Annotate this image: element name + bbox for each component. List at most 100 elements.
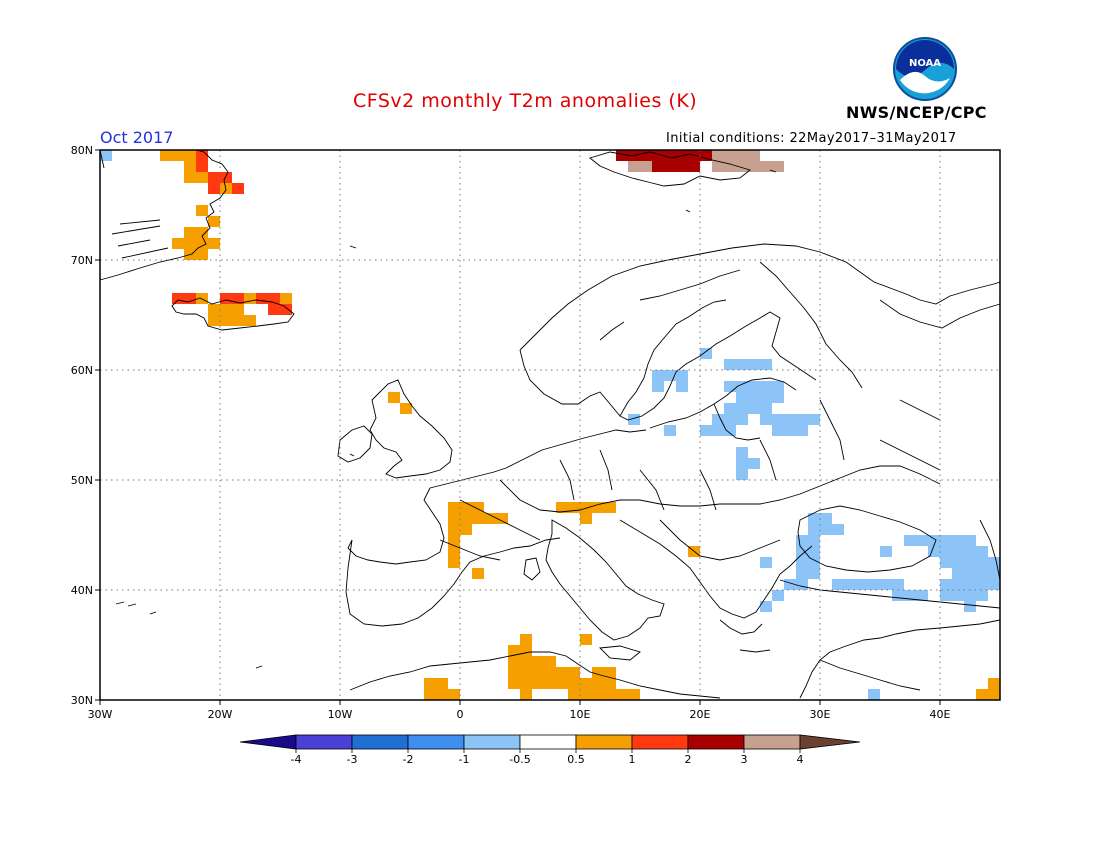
- anomaly-cell: [436, 678, 448, 689]
- anomaly-cell: [616, 689, 628, 700]
- anomaly-cell: [268, 293, 280, 304]
- anomaly-cell: [880, 546, 892, 557]
- anomaly-cell: [724, 425, 736, 436]
- anomaly-cell: [772, 425, 784, 436]
- anomaly-cell: [244, 315, 256, 326]
- anomaly-cell: [664, 161, 676, 172]
- colorbar-swatch: [519, 734, 577, 750]
- anomaly-cell: [676, 381, 688, 392]
- anomaly-cell: [196, 238, 208, 249]
- colorbar-swatch: [743, 734, 801, 750]
- anomaly-cell: [844, 579, 856, 590]
- anomaly-cell: [580, 678, 592, 689]
- anomaly-cell: [484, 513, 496, 524]
- anomaly-cell: [760, 359, 772, 370]
- anomaly-cell: [220, 315, 232, 326]
- colorbar-label: -3: [347, 753, 358, 766]
- anomaly-cell: [520, 667, 532, 678]
- anomaly-cell: [724, 161, 736, 172]
- anomaly-cell: [808, 535, 820, 546]
- anomaly-cell: [964, 590, 976, 601]
- anomaly-cell: [556, 667, 568, 678]
- anomaly-cell: [448, 524, 460, 535]
- anomaly-cell: [736, 458, 748, 469]
- anomaly-cell: [592, 689, 604, 700]
- anomaly-cell: [184, 150, 196, 161]
- anomaly-cell: [808, 414, 820, 425]
- anomaly-cell: [736, 414, 748, 425]
- anomaly-cell: [916, 590, 928, 601]
- anomaly-cell: [196, 205, 208, 216]
- anomaly-cell: [208, 216, 220, 227]
- anomaly-cell: [208, 238, 220, 249]
- anomaly-cell: [532, 656, 544, 667]
- lat-tick-label: 70N: [71, 254, 93, 267]
- anomaly-cell: [988, 557, 1000, 568]
- anomaly-cell: [856, 579, 868, 590]
- anomaly-cell: [988, 678, 1000, 689]
- anomaly-cell: [664, 425, 676, 436]
- anomaly-cell: [676, 370, 688, 381]
- lat-tick-label: 50N: [71, 474, 93, 487]
- anomaly-cell: [568, 689, 580, 700]
- anomaly-cell: [760, 392, 772, 403]
- lon-tick-label: 30E: [810, 708, 831, 721]
- anomaly-cell: [760, 601, 772, 612]
- anomaly-cell: [460, 524, 472, 535]
- anomaly-cell: [232, 293, 244, 304]
- anomaly-cell: [448, 535, 460, 546]
- anomaly-cell: [532, 667, 544, 678]
- anomaly-cell: [172, 238, 184, 249]
- anomaly-cell: [988, 568, 1000, 579]
- anomaly-cell: [820, 513, 832, 524]
- anomaly-cell: [184, 238, 196, 249]
- anomaly-cell: [952, 557, 964, 568]
- anomaly-cell: [760, 414, 772, 425]
- forecast-month: Oct 2017: [100, 128, 174, 147]
- anomaly-cell: [868, 579, 880, 590]
- colorbar-swatch: [687, 734, 745, 750]
- anomaly-cell: [796, 579, 808, 590]
- anomaly-cell: [772, 381, 784, 392]
- anomaly-cell: [748, 381, 760, 392]
- anomaly-cell: [664, 150, 676, 161]
- anomaly-cell: [760, 381, 772, 392]
- anomaly-cell: [196, 161, 208, 172]
- anomaly-cell: [556, 502, 568, 513]
- anomaly-cell: [532, 678, 544, 689]
- noaa-logo: NOAA: [893, 37, 957, 101]
- anomaly-cell: [520, 645, 532, 656]
- anomaly-cell: [460, 502, 472, 513]
- anomaly-cell: [964, 579, 976, 590]
- anomaly-cell: [592, 678, 604, 689]
- anomaly-cell: [196, 249, 208, 260]
- anomaly-cell: [628, 689, 640, 700]
- anomaly-cell: [796, 425, 808, 436]
- anomaly-cell: [208, 183, 220, 194]
- anomaly-cell: [712, 161, 724, 172]
- anomaly-cell: [424, 678, 436, 689]
- colorbar-swatch: [351, 734, 409, 750]
- anomaly-cell: [736, 469, 748, 480]
- anomaly-cell: [760, 161, 772, 172]
- anomaly-cell: [892, 579, 904, 590]
- anomaly-cell: [772, 161, 784, 172]
- colorbar-label: -0.5: [509, 753, 530, 766]
- anomaly-cell: [712, 150, 724, 161]
- anomaly-cell: [916, 535, 928, 546]
- anomaly-cell: [580, 502, 592, 513]
- lat-tick-label: 80N: [71, 144, 93, 157]
- anomaly-cell: [592, 502, 604, 513]
- anomaly-cell: [964, 568, 976, 579]
- lon-tick-label: 40E: [930, 708, 951, 721]
- anomaly-cell: [628, 161, 640, 172]
- anomaly-cell: [940, 590, 952, 601]
- anomaly-cell: [280, 304, 292, 315]
- colorbar-swatch: [631, 734, 689, 750]
- anomaly-cell: [988, 579, 1000, 590]
- anomaly-cell: [724, 150, 736, 161]
- anomaly-cell: [748, 359, 760, 370]
- anomaly-cell: [400, 403, 412, 414]
